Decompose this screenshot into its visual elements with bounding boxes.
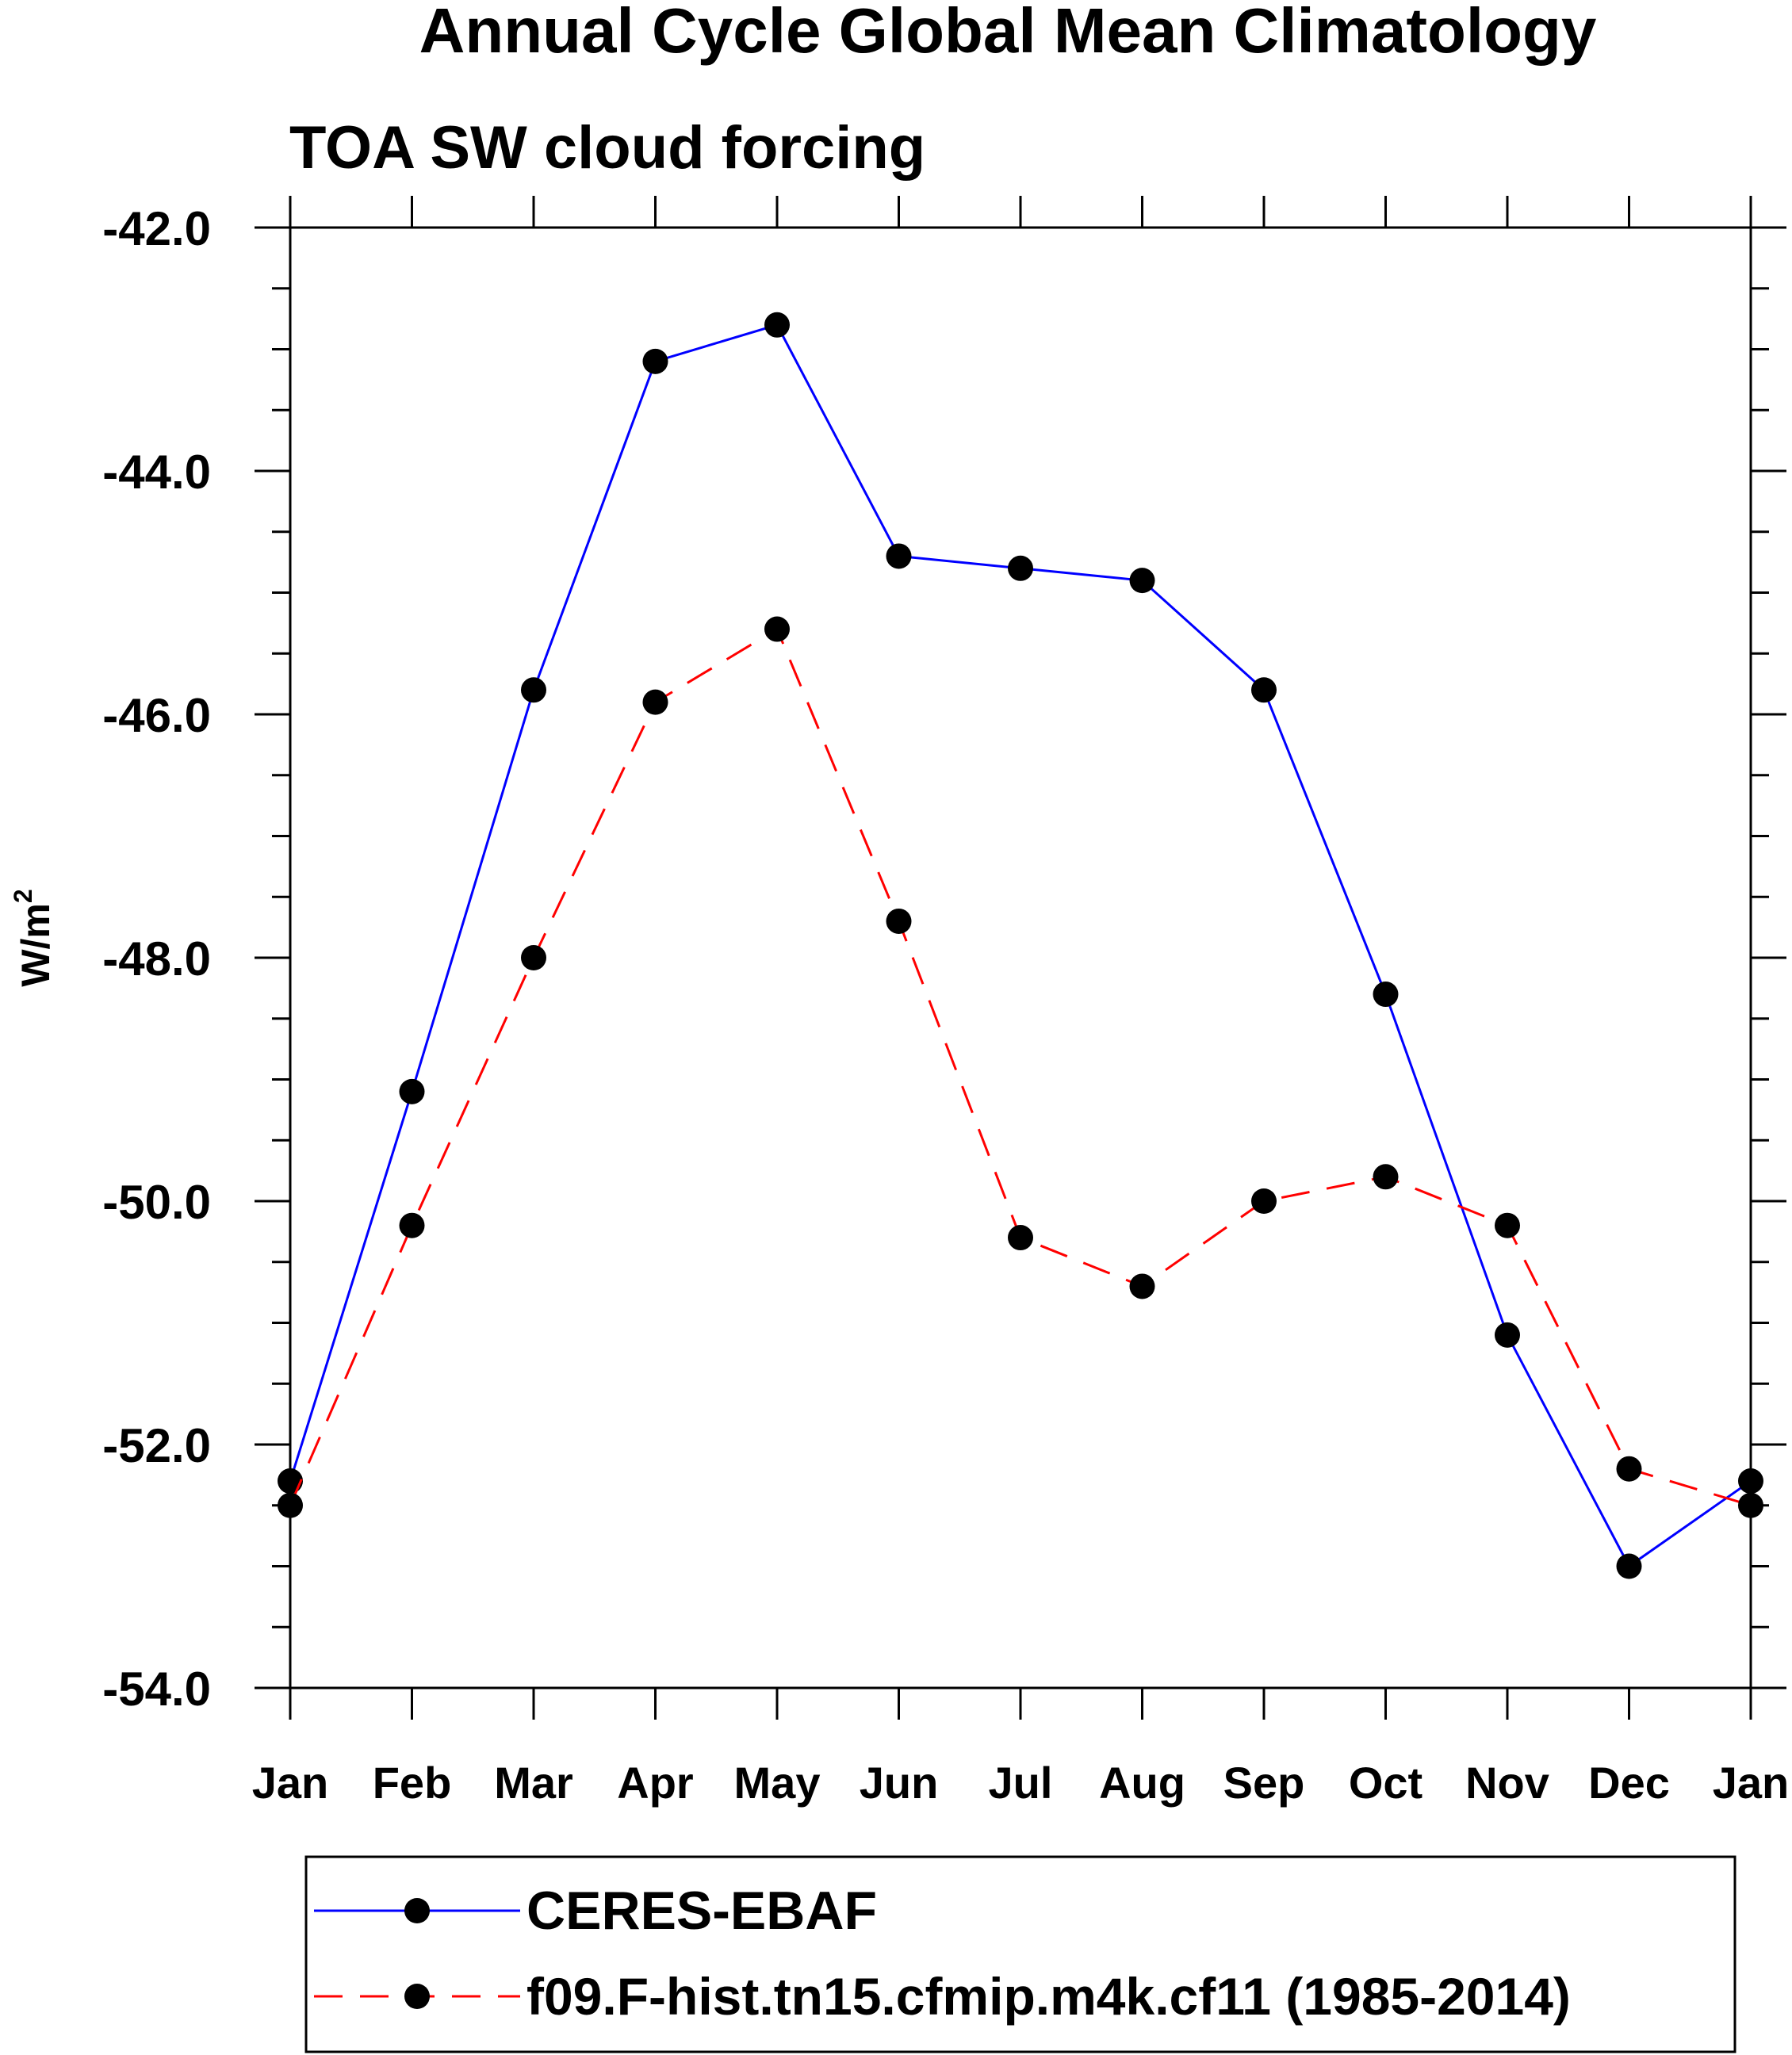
y-axis-label-sup: 2 [9,889,37,903]
y-tick-label: -54.0 [102,1663,211,1716]
data-point-1 [1129,1273,1155,1299]
data-point-0 [1251,677,1277,703]
x-tick-label: Jan [252,1758,329,1808]
data-point-1 [642,689,668,715]
data-point-1 [399,1212,425,1238]
x-tick-label: Jan [1713,1758,1790,1808]
x-tick-label: Jul [989,1758,1053,1808]
y-tick-label: -52.0 [102,1419,211,1472]
data-point-0 [764,312,790,338]
data-point-0 [1495,1322,1520,1348]
data-point-0 [642,348,668,374]
y-axis-label: W/m2 [9,889,58,986]
data-point-1 [1738,1492,1763,1518]
y-tick-label: -48.0 [102,932,211,985]
x-tick-label: Apr [617,1758,693,1808]
y-tick-label: -44.0 [102,446,211,499]
data-point-1 [278,1492,303,1518]
data-point-0 [1373,982,1399,1008]
legend-label-ceres-ebaf: CERES-EBAF [526,1881,877,1941]
y-tick-labels: -42.0 -44.0 -46.0 -48.0 -50.0 -52.0 -54.0 [102,202,211,1716]
x-tick-label: Mar [494,1758,573,1808]
data-point-0 [278,1468,303,1494]
x-tick-label: Aug [1099,1758,1185,1808]
data-point-1 [521,945,546,970]
svg-text:W/m2: W/m2 [9,889,58,986]
x-tick-label: Dec [1588,1758,1670,1808]
data-point-1 [764,616,790,642]
legend-label-model: f09.F-hist.tn15.cfmip.m4k.cf11 (1985-201… [526,1967,1571,2026]
x-tick-label: May [734,1758,821,1808]
data-point-0 [399,1078,425,1104]
x-tick-labels: Jan Feb Mar Apr May Jun Jul Aug Sep Oct Nov Dec Jan [252,1758,1790,1808]
series-line-0 [289,323,1752,1568]
legend: CERES-EBAF f09.F-hist.tn15.cfmip.m4k.cf1… [304,1855,1736,2053]
data-point-0 [1129,568,1155,594]
chart-subtitle: TOA SW cloud forcing [289,114,925,182]
legend-marker-ceres-ebaf [404,1898,430,1923]
axis-ticks [255,196,1786,1720]
chart-title: Annual Cycle Global Mean Climatology [419,0,1597,66]
data-point-1 [1495,1212,1520,1238]
data-point-0 [886,543,912,569]
data-point-1 [1616,1456,1642,1482]
data-point-1 [886,908,912,934]
data-point-0 [1008,555,1033,581]
y-tick-label: -50.0 [102,1176,211,1229]
data-point-0 [521,677,546,703]
legend-marker-model [404,1984,430,2009]
data-point-1 [1373,1164,1399,1190]
data-point-0 [1738,1468,1763,1494]
x-tick-label: Oct [1349,1758,1422,1808]
data-point-0 [1616,1553,1642,1579]
data-point-1 [1008,1225,1033,1251]
legend-box [304,1855,1736,2053]
x-tick-label: Feb [373,1758,452,1808]
series-line-1 [289,627,1752,1507]
y-tick-label: -46.0 [102,689,211,742]
x-tick-label: Nov [1465,1758,1549,1808]
x-tick-label: Sep [1223,1758,1305,1808]
y-axis-label-base: W/m [13,903,58,987]
plot-frame [289,226,1752,1690]
data-point-1 [1251,1188,1277,1214]
x-tick-label: Jun [860,1758,939,1808]
y-tick-label: -42.0 [102,202,211,255]
series-group [278,312,1763,1579]
